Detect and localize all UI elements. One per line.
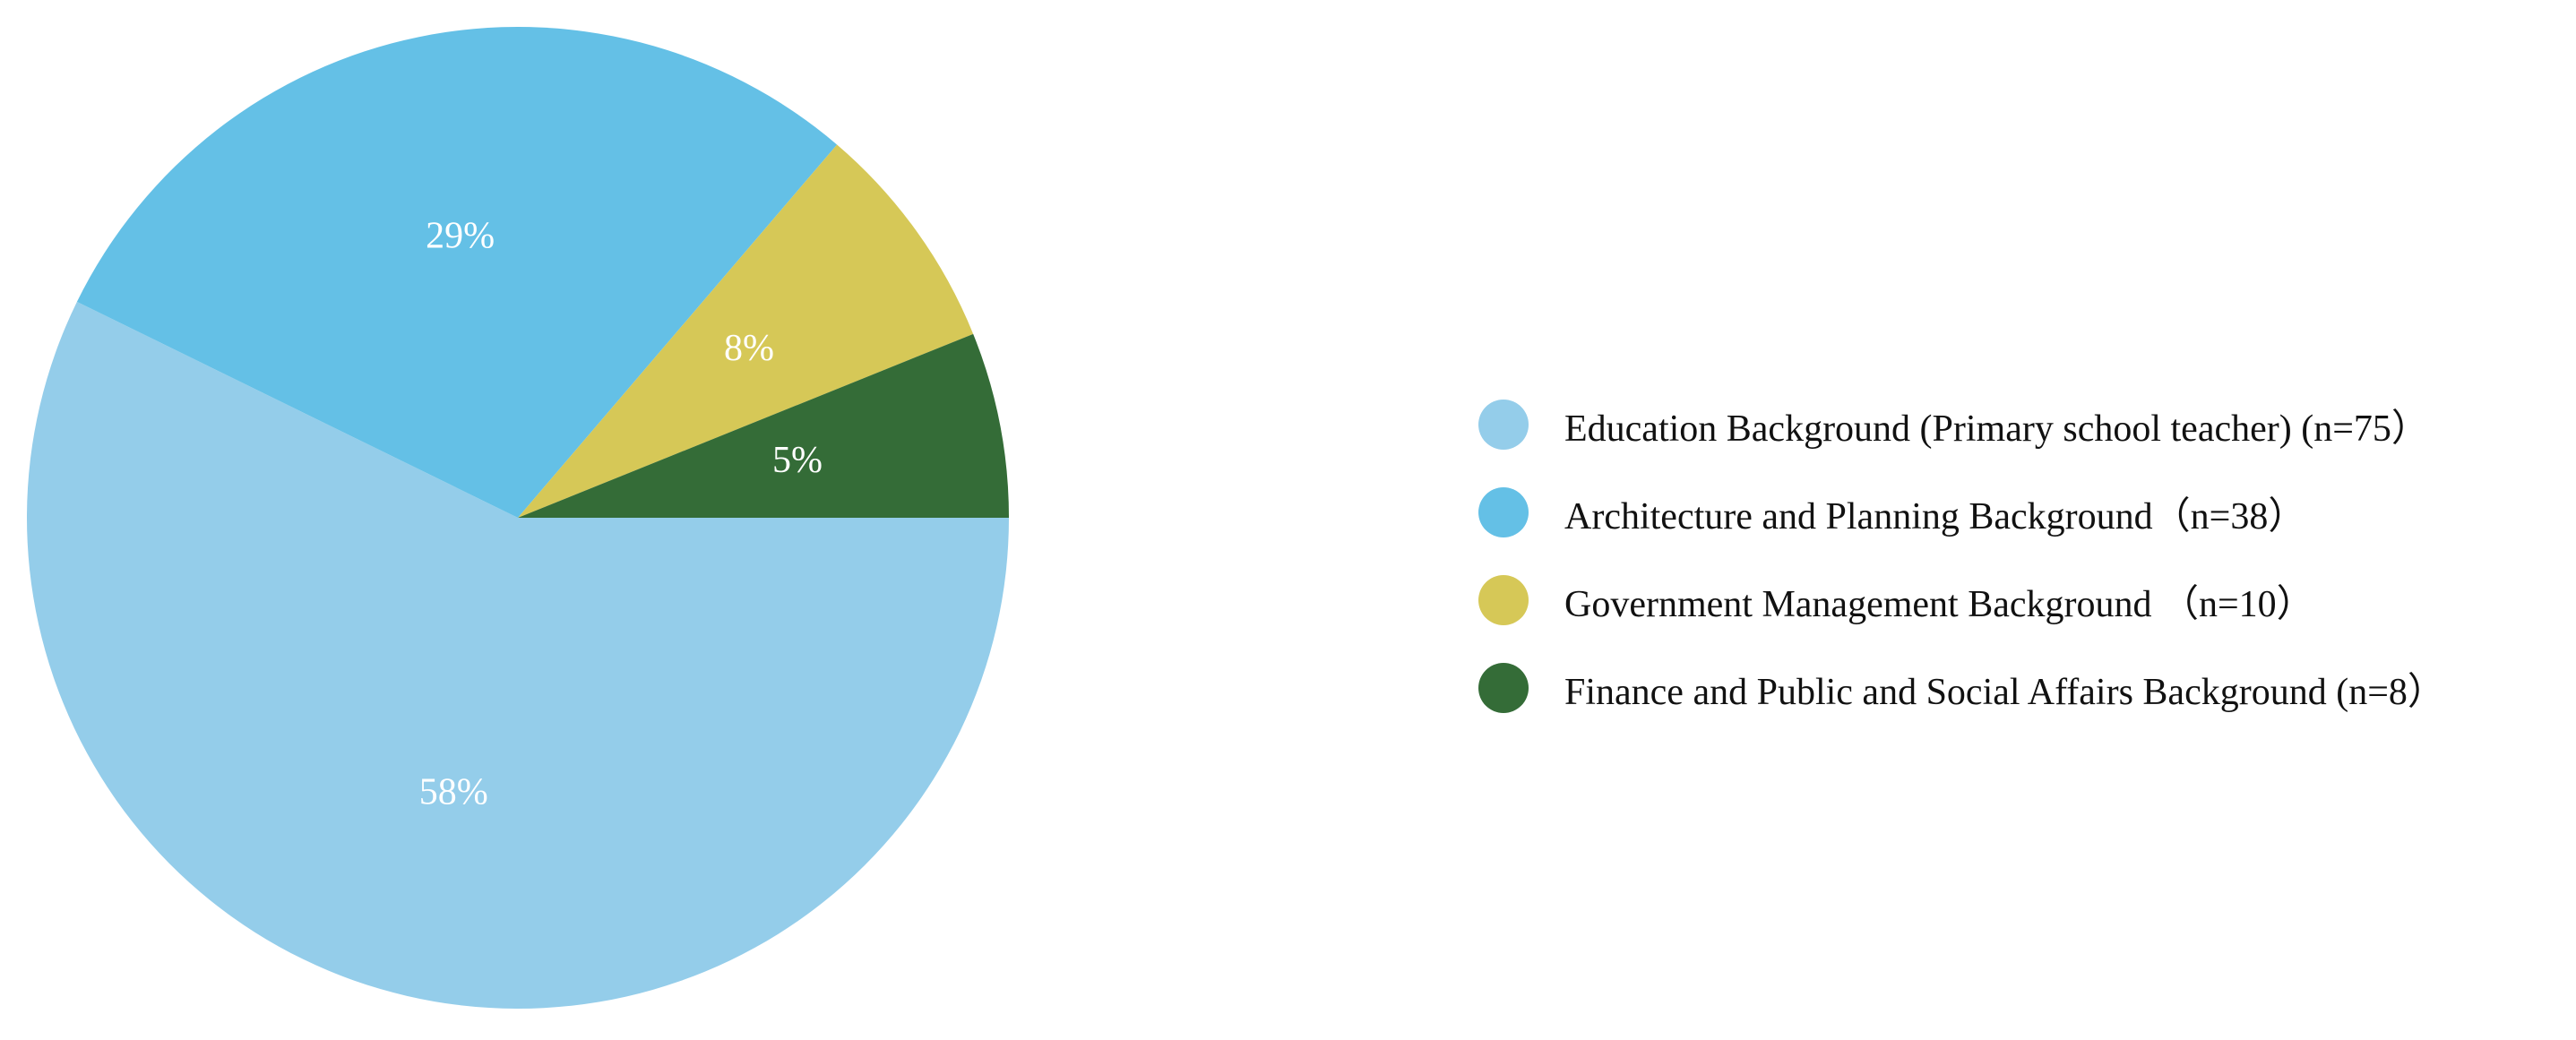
legend-label-government: Government Management Background （n=10） (1564, 583, 2314, 625)
legend-label-finance: Finance and Public and Social Affairs Ba… (1564, 671, 2445, 713)
pie-chart-svg: 58% 29% 8% 5% (26, 27, 1010, 1010)
legend-swatch-government (1478, 575, 1529, 625)
pie-slice-finance (518, 333, 1009, 518)
legend-swatch-architecture (1478, 487, 1529, 537)
legend-item-government: Government Management Background （n=10） (1478, 556, 2567, 644)
pie-label-architecture: 29% (426, 215, 495, 256)
pie-slice-education (26, 301, 1010, 1010)
pie-label-finance: 5% (772, 440, 823, 481)
legend-item-architecture: Architecture and Planning Background（n=3… (1478, 468, 2567, 556)
pie-label-education: 58% (419, 771, 488, 812)
pie-label-government: 8% (724, 328, 774, 369)
legend-item-education: Education Background (Primary school tea… (1478, 381, 2567, 468)
legend-item-finance: Finance and Public and Social Affairs Ba… (1478, 644, 2567, 732)
pie-slice-government (518, 144, 974, 518)
legend-label-architecture: Architecture and Planning Background（n=3… (1564, 495, 2306, 537)
legend-swatch-education (1478, 400, 1529, 450)
pie-slice-architecture (76, 27, 838, 518)
legend-label-education: Education Background (Primary school tea… (1564, 408, 2429, 450)
legend: Education Background (Primary school tea… (1478, 381, 2567, 732)
legend-swatch-finance (1478, 663, 1529, 713)
